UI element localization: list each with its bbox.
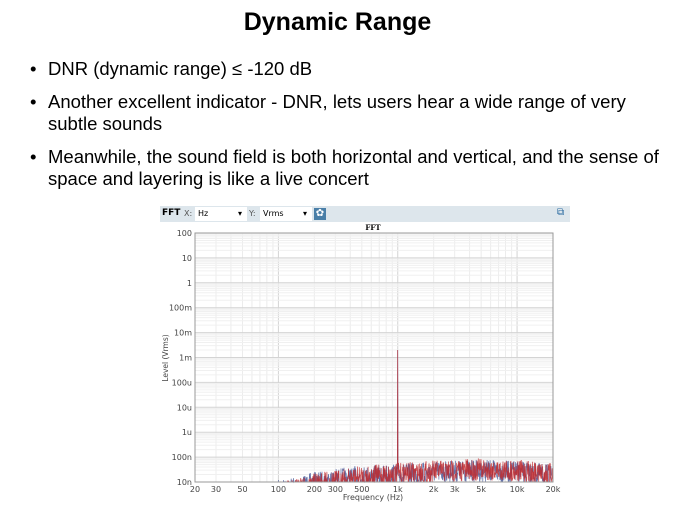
fft-toolbar: FFT X: Hz ▾ Y: Vrms ▾ ✿ ⧉ [160, 206, 570, 222]
y-tick-label: 10 [182, 254, 192, 263]
x-tick-label: 2k [429, 485, 439, 494]
y-axis-ticks: 100 10 1 100m 10m 1m 100u 10u 1u 100n 10n [169, 229, 192, 487]
bullet-dot: • [30, 146, 37, 167]
popout-icon[interactable]: ⧉ [557, 207, 565, 218]
y-tick-label: 10n [177, 478, 192, 487]
y-tick-label: 1 [187, 279, 192, 288]
y-tick-label: 10m [174, 329, 192, 338]
x-axis-label: X: [184, 209, 193, 218]
y-axis-label: Y: [249, 209, 256, 218]
x-axis-ticks: 20 30 50 100 200 300 500 1k 2k 3k 5k 10k 20k [190, 485, 561, 494]
x-unit-value: Hz [198, 209, 209, 218]
x-tick-label: 10k [510, 485, 525, 494]
y-axis-title: Level (Vrms) [161, 334, 170, 381]
bullet-text: Meanwhile, the sound field is both horiz… [48, 146, 659, 189]
y-tick-label: 100 [177, 229, 192, 238]
chevron-down-icon: ▾ [303, 209, 308, 218]
x-tick-label: 1k [393, 485, 403, 494]
bullet-list: • DNR (dynamic range) ≤ -120 dB • Another … [30, 58, 660, 201]
y-tick-label: 100m [169, 304, 192, 313]
bullet-text: Another excellent indicator - DNR, lets … [48, 91, 626, 134]
x-tick-label: 300 [328, 485, 343, 494]
y-tick-label: 100n [172, 453, 192, 462]
bullet-text: DNR (dynamic range) ≤ -120 dB [48, 58, 313, 79]
slide-title: Dynamic Range [243, 8, 432, 36]
x-tick-label: 30 [211, 485, 221, 494]
bullet-dot: • [30, 58, 37, 79]
y-tick-label: 100u [172, 378, 192, 387]
bullet-dot: • [30, 91, 37, 112]
fft-chart: FFT 100 10 1 100m 10m 1m 100u 10u 1u 100n 10n 20 30… [161, 223, 561, 502]
x-unit-select[interactable]: Hz ▾ [195, 207, 247, 221]
plot-border [194, 232, 554, 483]
x-tick-label: 50 [237, 485, 247, 494]
x-tick-label: 20k [546, 485, 561, 494]
x-tick-label: 200 [307, 485, 322, 494]
bullet-item: • DNR (dynamic range) ≤ -120 dB [30, 58, 660, 80]
y-tick-label: 1u [182, 428, 192, 437]
chart-title: FFT [365, 223, 381, 232]
x-tick-label: 100 [271, 485, 286, 494]
y-tick-label: 1m [179, 354, 192, 363]
x-axis-title: Frequency (Hz) [343, 493, 403, 502]
bullet-item: • Meanwhile, the sound field is both hori… [30, 146, 660, 190]
grid [194, 232, 554, 483]
gear-icon[interactable]: ✿ [314, 208, 326, 220]
x-tick-label: 500 [354, 485, 369, 494]
bullet-item: • Another excellent indicator - DNR, lets… [30, 91, 660, 135]
y-unit-select[interactable]: Vrms ▾ [260, 207, 312, 221]
y-tick-label: 10u [177, 403, 192, 412]
x-tick-label: 5k [476, 485, 486, 494]
x-tick-label: 20 [190, 485, 200, 494]
chevron-down-icon: ▾ [238, 209, 243, 218]
fft-label: FFT [162, 208, 181, 218]
y-unit-value: Vrms [263, 209, 284, 218]
fft-panel: FFT X: Hz ▾ Y: Vrms ▾ ✿ ⧉ FFT 100 10 1 100m… [160, 206, 570, 504]
x-tick-label: 3k [450, 485, 460, 494]
